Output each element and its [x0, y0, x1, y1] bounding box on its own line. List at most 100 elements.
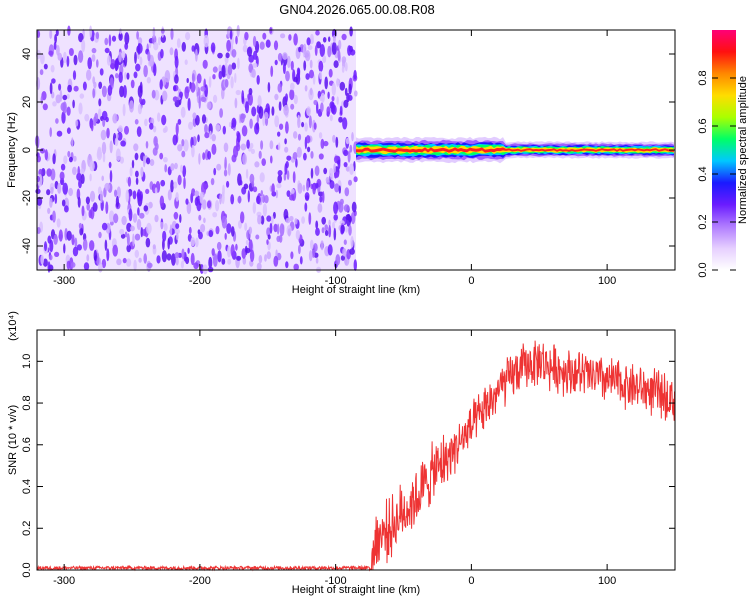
colorbar-gradient: [712, 30, 736, 270]
noise-blob: [264, 254, 267, 262]
noise-blob: [285, 121, 289, 134]
noise-blob: [174, 55, 179, 69]
noise-blob: [187, 247, 190, 254]
noise-blob: [49, 197, 53, 208]
noise-blob: [167, 238, 170, 250]
noise-blob: [203, 183, 209, 189]
signal-band-layer-6: [356, 147, 674, 153]
noise-blob: [297, 133, 302, 141]
noise-blob: [115, 58, 119, 70]
noise-blob: [290, 188, 295, 194]
noise-blob: [54, 34, 57, 44]
noise-blob: [135, 170, 139, 178]
noise-blob: [254, 161, 260, 168]
noise-blob: [286, 55, 291, 68]
noise-blob: [142, 228, 147, 237]
noise-blob: [191, 45, 195, 52]
noise-blob: [309, 59, 313, 69]
noise-blob: [333, 60, 339, 68]
noise-blob: [315, 227, 320, 236]
noise-blob: [244, 31, 249, 41]
noise-blob: [216, 241, 222, 251]
noise-blob: [309, 69, 314, 79]
noise-blob: [305, 50, 311, 62]
noise-blob: [304, 192, 310, 200]
noise-blob: [345, 137, 350, 145]
noise-blob: [231, 226, 235, 237]
noise-blob: [50, 186, 54, 195]
noise-blob: [245, 239, 249, 246]
colorbar-tick-label: 0.4: [697, 166, 709, 181]
noise-blob: [212, 74, 216, 80]
noise-blob: [108, 161, 112, 169]
noise-blob: [250, 148, 255, 155]
noise-blob: [307, 146, 311, 153]
noise-blob: [293, 76, 298, 83]
noise-blob: [177, 144, 183, 152]
noise-blob: [89, 160, 95, 172]
noise-blob: [270, 155, 273, 164]
noise-blob: [52, 101, 57, 107]
noise-blob: [145, 237, 151, 248]
noise-blob: [160, 179, 166, 187]
noise-blob: [218, 70, 223, 80]
noise-blob: [106, 127, 110, 139]
noise-blob: [226, 39, 232, 52]
noise-blob: [154, 187, 158, 194]
noise-blob: [318, 153, 324, 160]
noise-blob: [195, 81, 199, 93]
noise-blob: [260, 190, 263, 196]
noise-blob: [301, 216, 305, 224]
noise-blob: [79, 168, 85, 176]
noise-blob: [315, 182, 319, 189]
noise-blob: [40, 95, 43, 105]
noise-blob: [237, 196, 242, 204]
noise-blob: [68, 156, 73, 163]
noise-blob: [135, 177, 139, 185]
noise-blob: [180, 106, 186, 118]
noise-blob: [313, 122, 317, 130]
noise-blob: [327, 91, 330, 100]
figure-title: GN04.2026.065.00.08.R08: [279, 2, 434, 17]
noise-background: [37, 30, 356, 270]
noise-blob: [143, 253, 147, 264]
noise-blob: [331, 41, 337, 55]
noise-blob: [111, 35, 117, 42]
noise-blob: [136, 31, 140, 40]
noise-blob: [202, 199, 207, 210]
noise-blob: [192, 112, 197, 119]
noise-blob: [349, 163, 354, 175]
noise-blob: [208, 76, 212, 88]
noise-blob: [185, 31, 191, 41]
noise-blob: [61, 199, 66, 207]
noise-blob: [159, 195, 165, 208]
noise-blob: [293, 263, 300, 271]
colorbar-label: Normalized spectral amplitude: [737, 76, 749, 224]
noise-blob: [353, 176, 358, 183]
noise-blob: [229, 30, 233, 40]
spectrogram-x-tick-label: 100: [598, 275, 616, 287]
noise-blob: [93, 249, 98, 262]
noise-blob: [319, 60, 323, 72]
noise-blob: [313, 243, 318, 252]
noise-blob: [140, 166, 144, 178]
noise-blob: [64, 205, 69, 213]
noise-blob: [343, 99, 349, 108]
noise-blob: [290, 82, 295, 91]
noise-blob: [190, 237, 196, 247]
noise-blob: [278, 101, 282, 111]
noise-blob: [188, 226, 192, 235]
noise-blob: [330, 173, 334, 181]
noise-blob: [87, 57, 92, 70]
spectrogram-y-tick-label: -40: [21, 238, 33, 254]
noise-blob: [212, 212, 218, 218]
noise-blob: [249, 118, 253, 129]
noise-blob: [104, 182, 110, 191]
noise-blob: [304, 122, 308, 132]
noise-blob: [236, 255, 242, 261]
noise-blob: [339, 198, 344, 205]
noise-blob: [109, 140, 113, 154]
colorbar: 0.0 0.2 0.4 0.6 0.8 Normalized spectral ampl…: [697, 30, 749, 278]
noise-blob: [227, 64, 233, 76]
noise-blob: [262, 32, 267, 40]
